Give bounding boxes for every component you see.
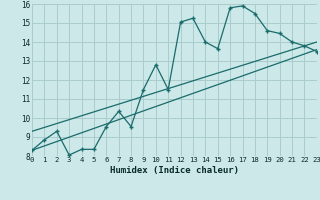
X-axis label: Humidex (Indice chaleur): Humidex (Indice chaleur): [110, 166, 239, 175]
